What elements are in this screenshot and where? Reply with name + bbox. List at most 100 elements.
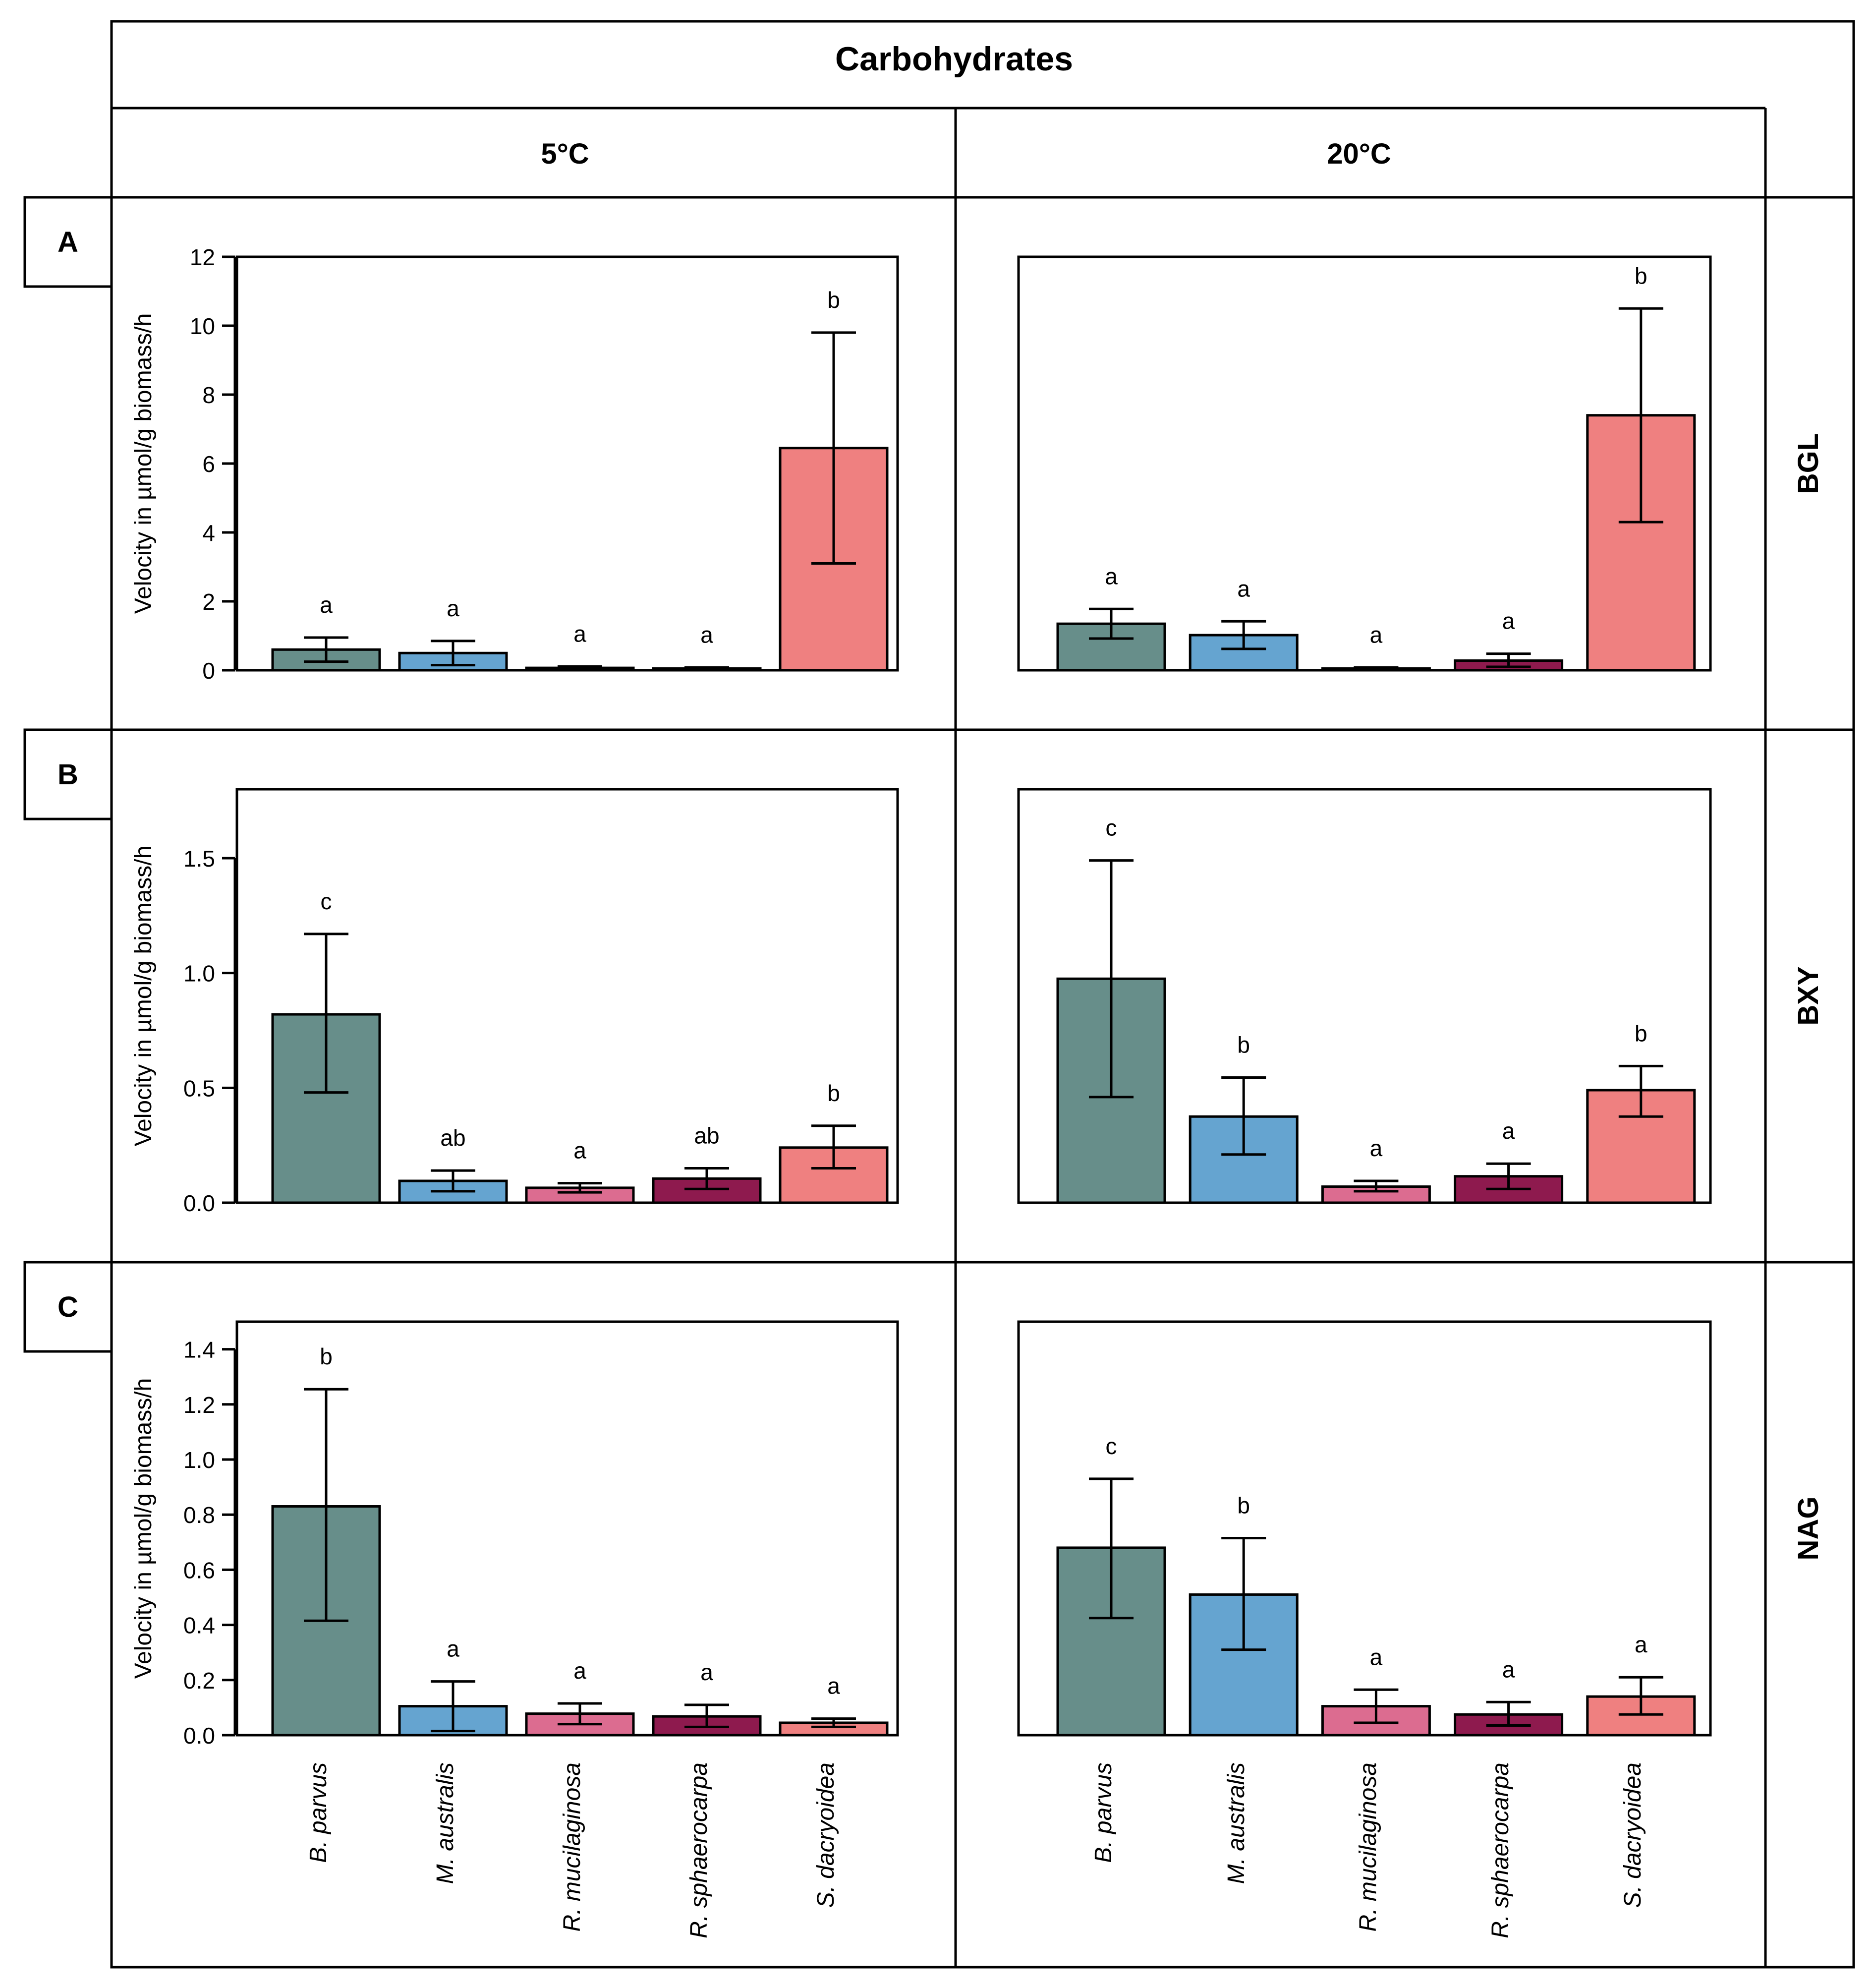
y-tick-label-B-5c-1: 0.5 — [183, 1075, 215, 1101]
species-label-5c-4: R. sphaerocarpa — [686, 1762, 712, 1938]
outer-frame — [110, 20, 1855, 1969]
significance-letter-B-20c-1: c — [1106, 815, 1117, 841]
row-label-box-B — [23, 728, 113, 820]
error-bar-B-5c-2 — [431, 1169, 475, 1193]
y-tick-label-A-5c-5: 10 — [190, 313, 215, 339]
error-bar-A-5c-3 — [558, 665, 602, 671]
y-tick-label-C-5c-4: 0.8 — [183, 1502, 215, 1528]
significance-letter-A-20c-3: a — [1370, 622, 1383, 647]
species-label-20c-5: S. dacryoidea — [1620, 1762, 1646, 1908]
y-tick-label-C-5c-7: 1.4 — [183, 1337, 215, 1363]
significance-letter-B-20c-3: a — [1370, 1135, 1383, 1161]
error-bar-C-20c-3 — [1354, 1688, 1399, 1724]
panel-B-5c: 0.0 0.5 1.0 1.5 Velocity in µmol/g biomass/h… — [130, 788, 899, 1216]
significance-letter-C-20c-1: c — [1106, 1433, 1117, 1459]
y-tick-label-A-5c-3: 6 — [202, 451, 215, 477]
significance-letter-B-5c-4: ab — [694, 1123, 719, 1149]
error-bar-A-20c-5 — [1618, 307, 1663, 524]
species-label-5c-3: R. mucilaginosa — [559, 1762, 585, 1931]
significance-letter-C-20c-2: b — [1237, 1492, 1250, 1518]
error-bar-B-20c-1 — [1089, 859, 1134, 1099]
significance-letter-A-5c-2: a — [447, 595, 459, 621]
row-label-box-C — [23, 1261, 113, 1353]
error-bar-C-20c-2 — [1221, 1536, 1266, 1651]
species-axis-labels: B. parvus M. australis R. mucilaginosa R… — [305, 1762, 1646, 1938]
error-bar-C-5c-4 — [684, 1703, 729, 1728]
error-bar-A-20c-3 — [1354, 666, 1399, 671]
error-bar-C-5c-1 — [304, 1388, 348, 1622]
error-bar-A-20c-1 — [1089, 607, 1134, 640]
significance-letter-A-5c-4: a — [700, 622, 713, 647]
y-axis-label-A-5c: Velocity in µmol/g biomass/h — [130, 313, 157, 614]
species-label-5c-2: M. australis — [432, 1762, 458, 1884]
significance-letter-C-5c-5: a — [827, 1673, 840, 1699]
error-bar-A-5c-5 — [811, 331, 856, 565]
y-tick-label-A-5c-2: 4 — [202, 520, 215, 546]
y-tick-label-B-5c-3: 1.5 — [183, 846, 215, 872]
significance-letter-B-20c-2: b — [1237, 1032, 1250, 1057]
error-bar-A-5c-4 — [684, 666, 729, 671]
panel-C-5c: 0.0 0.2 0.4 0.6 0.8 1.0 1.2 1.4 Velocity in µmol… — [130, 1320, 899, 1749]
panel-A-20c: a a a a b — [1017, 255, 1712, 672]
figure-grid — [23, 20, 1855, 1969]
y-axis-label-C-5c: Velocity in µmol/g biomass/h — [130, 1378, 157, 1679]
error-bar-B-5c-4 — [684, 1167, 729, 1190]
enzyme-label-BGL: BGL — [1792, 433, 1824, 494]
column-header-20c: 20°C — [1327, 138, 1391, 170]
error-bar-B-20c-4 — [1486, 1162, 1531, 1190]
significance-letter-B-20c-4: a — [1502, 1118, 1515, 1144]
row-label-box-A — [23, 196, 113, 288]
significance-letter-C-20c-3: a — [1370, 1644, 1383, 1670]
species-label-20c-4: R. sphaerocarpa — [1487, 1762, 1514, 1938]
error-bar-C-5c-2 — [431, 1680, 475, 1733]
y-tick-label-B-5c-2: 1.0 — [183, 961, 215, 987]
error-bar-C-20c-5 — [1618, 1676, 1663, 1716]
y-tick-label-C-5c-5: 1.0 — [183, 1447, 215, 1473]
row-label-C: C — [57, 1291, 78, 1323]
significance-letter-A-20c-5: b — [1635, 263, 1647, 289]
y-tick-label-A-5c-4: 8 — [202, 382, 215, 408]
y-tick-label-C-5c-2: 0.4 — [183, 1613, 215, 1638]
error-bar-B-20c-3 — [1354, 1179, 1399, 1193]
significance-letter-B-5c-1: c — [321, 888, 332, 914]
bar-B-20c-2 — [1189, 1115, 1299, 1204]
error-bar-C-20c-1 — [1089, 1477, 1134, 1620]
error-bar-C-5c-5 — [811, 1717, 856, 1728]
enzyme-label-NAG: NAG — [1792, 1497, 1824, 1561]
significance-letter-C-5c-4: a — [700, 1659, 713, 1685]
significance-letter-B-5c-2: ab — [440, 1125, 465, 1151]
significance-letter-C-20c-5: a — [1635, 1632, 1647, 1657]
enzyme-label-BXY: BXY — [1792, 966, 1824, 1025]
significance-letter-A-5c-5: b — [827, 287, 840, 313]
significance-letter-B-20c-5: b — [1635, 1020, 1647, 1046]
significance-letter-B-5c-5: b — [827, 1080, 840, 1106]
panel-C-20c: c b a a a — [1017, 1320, 1712, 1737]
column-header-5c: 5°C — [541, 138, 589, 170]
significance-letter-C-5c-1: b — [320, 1344, 333, 1369]
y-tick-label-A-5c-0: 0 — [202, 658, 215, 684]
significance-letter-C-20c-4: a — [1502, 1656, 1515, 1682]
figure-title: Carbohydrates — [835, 40, 1073, 78]
species-label-20c-1: B. parvus — [1090, 1762, 1117, 1863]
row-label-A: A — [57, 226, 78, 258]
significance-letter-A-20c-1: a — [1105, 563, 1118, 589]
error-bar-B-20c-5 — [1618, 1064, 1663, 1118]
y-axis-label-B-5c: Velocity in µmol/g biomass/h — [130, 846, 157, 1147]
row-label-B: B — [57, 759, 78, 791]
y-tick-label-A-5c-6: 12 — [190, 244, 215, 270]
species-label-5c-5: S. dacryoidea — [813, 1762, 839, 1908]
error-bar-C-20c-4 — [1486, 1700, 1531, 1727]
species-label-5c-1: B. parvus — [305, 1762, 332, 1863]
error-bar-B-5c-1 — [304, 933, 348, 1094]
significance-letter-A-20c-2: a — [1237, 576, 1250, 601]
y-tick-label-B-5c-0: 0.0 — [183, 1190, 215, 1216]
significance-letter-B-5c-3: a — [573, 1138, 586, 1164]
significance-letter-A-5c-1: a — [320, 592, 333, 618]
significance-letter-C-5c-3: a — [573, 1658, 586, 1684]
error-bar-A-20c-4 — [1486, 652, 1531, 668]
significance-letter-C-5c-2: a — [447, 1636, 459, 1662]
error-bar-A-5c-1 — [304, 636, 348, 663]
error-bar-B-5c-5 — [811, 1124, 856, 1169]
error-bar-A-20c-2 — [1221, 620, 1266, 650]
